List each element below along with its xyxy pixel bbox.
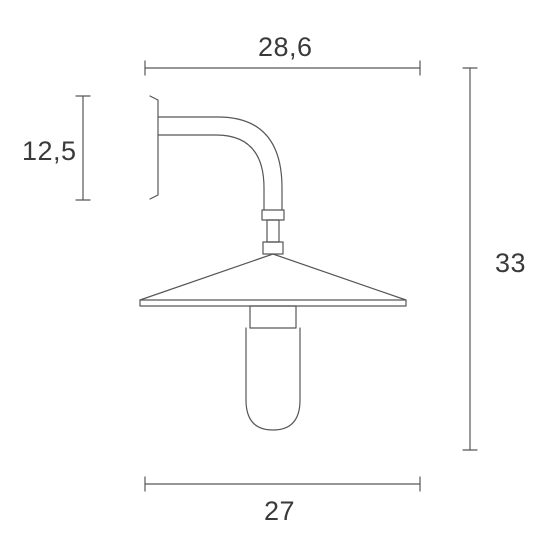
dimension-drawing: 28,6 12,5 33 27 [0,0,550,550]
dim-top-label: 28,6 [258,32,313,63]
dim-right-label: 33 [495,248,526,279]
dim-left-label: 12,5 [22,136,77,167]
drawing-svg [0,0,550,550]
dim-bottom-label: 27 [264,496,295,527]
